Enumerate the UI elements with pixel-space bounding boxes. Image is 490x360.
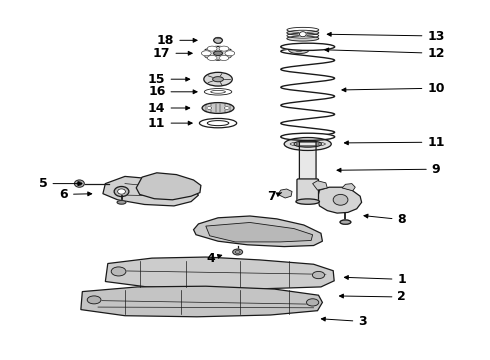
Ellipse shape bbox=[225, 51, 235, 56]
Ellipse shape bbox=[219, 46, 229, 51]
Text: 13: 13 bbox=[327, 30, 445, 42]
Ellipse shape bbox=[281, 43, 335, 50]
Polygon shape bbox=[318, 187, 362, 213]
Ellipse shape bbox=[313, 271, 325, 279]
Ellipse shape bbox=[201, 51, 211, 56]
Text: 6: 6 bbox=[59, 188, 92, 201]
Polygon shape bbox=[81, 286, 322, 317]
Ellipse shape bbox=[233, 249, 243, 255]
Text: 8: 8 bbox=[364, 213, 406, 226]
Text: 16: 16 bbox=[148, 85, 197, 98]
Ellipse shape bbox=[204, 89, 232, 95]
FancyBboxPatch shape bbox=[299, 141, 316, 188]
Ellipse shape bbox=[214, 51, 222, 55]
Ellipse shape bbox=[299, 32, 306, 37]
Text: 17: 17 bbox=[153, 47, 192, 60]
Ellipse shape bbox=[199, 118, 237, 128]
Ellipse shape bbox=[333, 194, 348, 205]
Ellipse shape bbox=[340, 220, 351, 224]
Ellipse shape bbox=[307, 299, 319, 306]
Ellipse shape bbox=[118, 189, 125, 194]
Ellipse shape bbox=[287, 30, 319, 35]
Text: 3: 3 bbox=[321, 315, 367, 328]
Text: 9: 9 bbox=[337, 163, 441, 176]
Ellipse shape bbox=[87, 296, 101, 304]
Text: 5: 5 bbox=[39, 177, 82, 190]
Ellipse shape bbox=[287, 27, 319, 32]
Text: 14: 14 bbox=[148, 102, 190, 114]
Polygon shape bbox=[105, 257, 334, 289]
Polygon shape bbox=[342, 184, 355, 191]
Ellipse shape bbox=[224, 107, 229, 109]
Polygon shape bbox=[206, 222, 313, 242]
Ellipse shape bbox=[204, 72, 232, 86]
Text: 1: 1 bbox=[344, 273, 406, 286]
Polygon shape bbox=[136, 173, 201, 200]
Ellipse shape bbox=[111, 267, 126, 276]
Ellipse shape bbox=[207, 46, 217, 51]
Ellipse shape bbox=[287, 36, 319, 41]
Ellipse shape bbox=[284, 138, 331, 150]
Ellipse shape bbox=[207, 107, 212, 109]
Ellipse shape bbox=[219, 55, 229, 60]
Polygon shape bbox=[103, 176, 198, 206]
Text: 4: 4 bbox=[206, 252, 221, 265]
Polygon shape bbox=[313, 181, 327, 190]
Text: 18: 18 bbox=[157, 34, 197, 47]
Text: 11: 11 bbox=[344, 136, 445, 149]
Ellipse shape bbox=[287, 33, 319, 38]
Ellipse shape bbox=[281, 133, 335, 140]
Ellipse shape bbox=[74, 180, 84, 187]
Ellipse shape bbox=[117, 201, 126, 204]
Text: 15: 15 bbox=[148, 73, 190, 86]
Ellipse shape bbox=[214, 37, 222, 43]
Ellipse shape bbox=[202, 103, 234, 113]
Ellipse shape bbox=[296, 199, 319, 204]
Text: 10: 10 bbox=[342, 82, 445, 95]
Ellipse shape bbox=[213, 77, 223, 82]
Text: 12: 12 bbox=[325, 47, 445, 60]
FancyBboxPatch shape bbox=[297, 179, 318, 203]
Ellipse shape bbox=[114, 186, 129, 197]
Text: 7: 7 bbox=[268, 190, 282, 203]
Ellipse shape bbox=[203, 46, 233, 60]
Text: 2: 2 bbox=[340, 291, 406, 303]
Ellipse shape bbox=[289, 46, 309, 54]
Text: 11: 11 bbox=[148, 117, 192, 130]
Polygon shape bbox=[194, 216, 322, 247]
Ellipse shape bbox=[207, 55, 217, 60]
Polygon shape bbox=[278, 189, 292, 198]
